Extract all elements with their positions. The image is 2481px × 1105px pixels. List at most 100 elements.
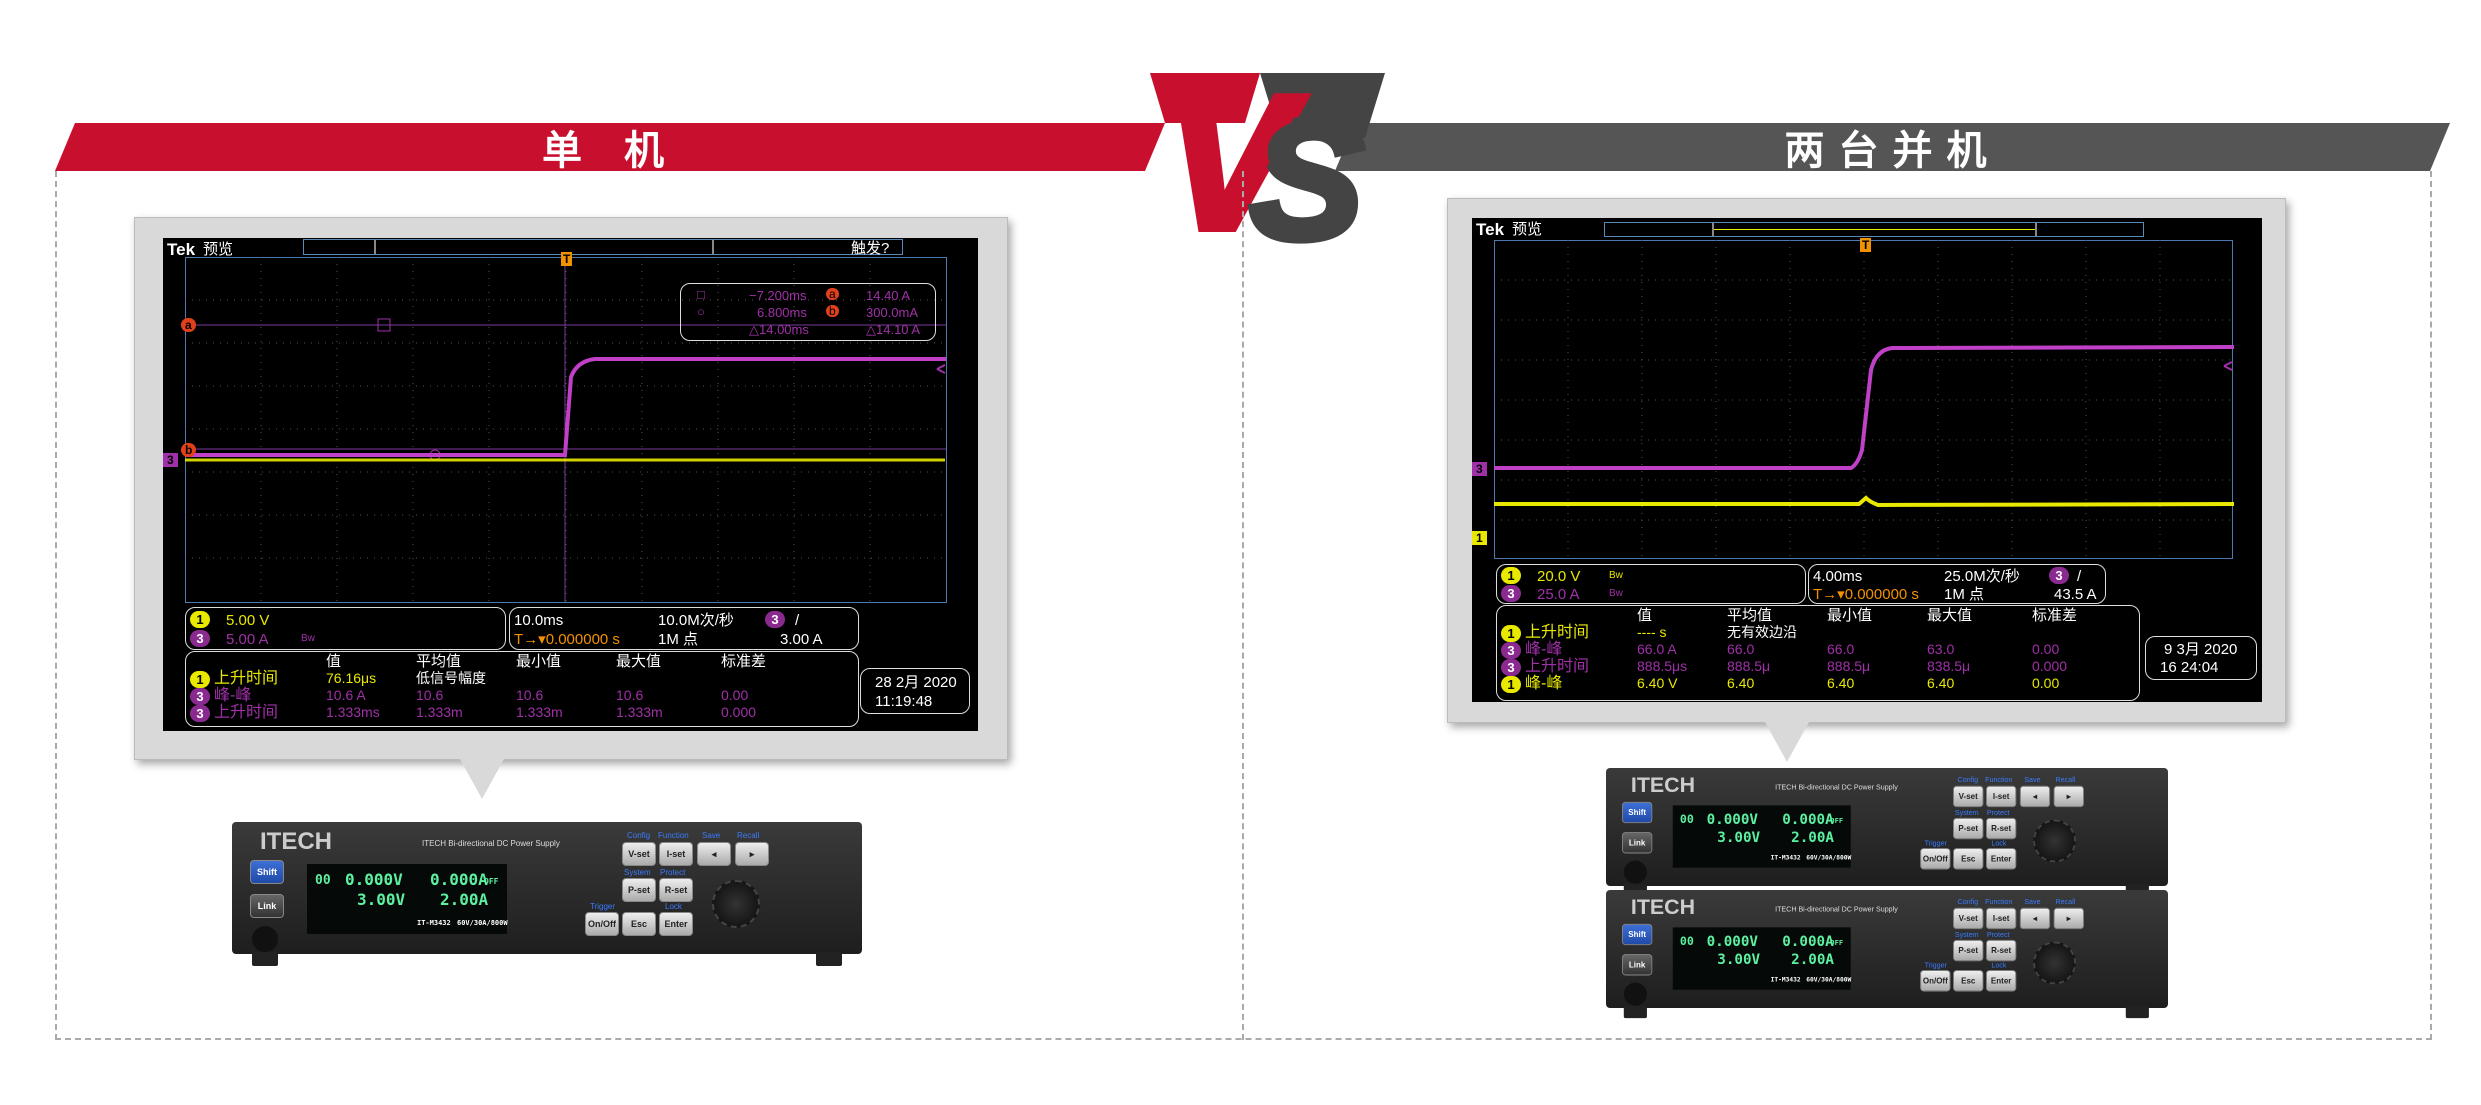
r-set-button[interactable]: R-set bbox=[1986, 939, 2017, 962]
ch3-ground-marker[interactable]: 3 bbox=[1472, 462, 1487, 476]
svg-text:V: V bbox=[1165, 57, 1305, 258]
sample-rate: 25.0M次/秒 bbox=[1944, 568, 2020, 585]
link-button[interactable]: Link bbox=[1622, 832, 1653, 854]
record-overview-bar bbox=[1604, 222, 2144, 237]
i-set-button[interactable]: I-set bbox=[659, 842, 693, 866]
channel-badge: 1 bbox=[1501, 625, 1521, 642]
channel-settings-box[interactable]: 1 20.0 V Bw 3 25.0 A Bw bbox=[1496, 564, 1806, 604]
esc-button[interactable]: Esc bbox=[1953, 848, 1984, 870]
shift-button[interactable]: Shift bbox=[250, 860, 284, 884]
trigger-slope: / bbox=[2077, 568, 2082, 585]
trigger-level: 3.00 A bbox=[780, 631, 823, 648]
meas-header: 平均值 bbox=[416, 653, 462, 670]
rotary-knob[interactable] bbox=[2033, 819, 2076, 863]
meas-value: 66.0 bbox=[1827, 641, 1855, 657]
esc-button[interactable]: Esc bbox=[1953, 970, 1984, 992]
left-arrow-button[interactable]: ◂ bbox=[697, 842, 731, 866]
on-off-button[interactable]: On/Off bbox=[1920, 970, 1951, 992]
date: 9 3月 2020 bbox=[2164, 641, 2238, 658]
rotary-knob[interactable] bbox=[712, 880, 760, 928]
timebase-box[interactable]: 4.00ms 25.0M次/秒 3 / T→▾0.000000 s 1M 点 4… bbox=[1808, 564, 2106, 604]
channel-badge: 1 bbox=[1501, 676, 1521, 693]
voltage-measured: 0.000V bbox=[345, 870, 403, 889]
link-button[interactable]: Link bbox=[250, 894, 284, 918]
r-set-button[interactable]: R-set bbox=[1986, 817, 2017, 840]
right-arrow-button[interactable]: ▸ bbox=[2053, 907, 2084, 930]
esc-button[interactable]: Esc bbox=[622, 912, 656, 936]
enter-button[interactable]: Enter bbox=[1986, 970, 2017, 992]
parallel-power-supply-bottom: ITECH ITECH Bi-directional DC Power Supp… bbox=[1606, 890, 2168, 1019]
ch1-ground-marker[interactable]: 1 bbox=[1472, 531, 1487, 545]
channel-badge: 3 bbox=[1501, 642, 1521, 659]
p-set-button[interactable]: P-set bbox=[1953, 939, 1984, 962]
scope-brand: Tek bbox=[167, 240, 196, 259]
meas-value: 6.40 bbox=[1727, 675, 1755, 691]
on-off-button[interactable]: On/Off bbox=[585, 912, 619, 936]
link-button[interactable]: Link bbox=[1622, 954, 1653, 976]
meas-value: 0.00 bbox=[2032, 641, 2060, 657]
meas-value: 0.000 bbox=[721, 704, 757, 720]
ch1-scale: 5.00 V bbox=[226, 612, 270, 629]
p-set-button[interactable]: P-set bbox=[1953, 817, 1984, 840]
ch3-ground-marker[interactable]: 3 bbox=[163, 453, 178, 467]
lcd-indicator: 00 bbox=[315, 873, 331, 888]
time-scale: 4.00ms bbox=[1813, 568, 1863, 585]
power-switch[interactable] bbox=[252, 926, 278, 952]
right-arrow-button[interactable]: ▸ bbox=[2053, 785, 2084, 808]
meas-name: 上升时间 bbox=[214, 670, 279, 687]
cursor-readout: □ ○ −7.200ms 6.800ms △14.00ms a b 14.40 … bbox=[680, 283, 936, 341]
on-off-button[interactable]: On/Off bbox=[1920, 848, 1951, 870]
meas-value: 66.0 bbox=[1727, 641, 1755, 657]
shift-button[interactable]: Shift bbox=[1622, 923, 1653, 946]
cursor-square-marker bbox=[377, 318, 391, 332]
current-setpoint: 2.00A bbox=[1791, 950, 1834, 968]
scope-brand: Tek bbox=[1476, 220, 1505, 239]
right-arrow-button[interactable]: ▸ bbox=[735, 842, 769, 866]
meas-value: 10.6 bbox=[516, 687, 544, 703]
meas-value: 888.5μs bbox=[1637, 658, 1688, 674]
power-switch[interactable] bbox=[1623, 982, 1647, 1006]
psu-title: ITECH Bi-directional DC Power Supply bbox=[1775, 783, 1898, 792]
psu-title: ITECH Bi-directional DC Power Supply bbox=[422, 839, 560, 848]
single-unit-title: 单 机 bbox=[542, 128, 678, 174]
trigger-position: 0.000000 s bbox=[1844, 586, 1919, 603]
v-set-button[interactable]: V-set bbox=[1953, 785, 1984, 808]
i-set-button[interactable]: I-set bbox=[1986, 785, 2017, 808]
enter-button[interactable]: Enter bbox=[1986, 848, 2017, 870]
meas-header: 平均值 bbox=[1727, 607, 1773, 624]
v-set-button[interactable]: V-set bbox=[1953, 907, 1984, 930]
r-set-button[interactable]: R-set bbox=[659, 878, 693, 902]
timebase-box[interactable]: 10.0ms 10.0M次/秒 3 / T→▾0.000000 s 1M 点 3… bbox=[509, 607, 859, 650]
ch3-bandwidth: Bw bbox=[1609, 588, 1623, 599]
left-arrow-button[interactable]: ◂ bbox=[2019, 907, 2051, 930]
model-rating: 60V/30A/800W bbox=[457, 919, 508, 927]
meas-value: 888.5μ bbox=[1727, 658, 1771, 674]
i-set-button[interactable]: I-set bbox=[1986, 907, 2017, 930]
shift-button[interactable]: Shift bbox=[1622, 801, 1653, 824]
cursor-t1: −7.200ms bbox=[749, 288, 807, 303]
p-set-button[interactable]: P-set bbox=[622, 878, 656, 902]
v-set-button[interactable]: V-set bbox=[622, 842, 656, 866]
date: 28 2月 2020 bbox=[875, 674, 957, 691]
left-scope-graticule bbox=[185, 257, 947, 603]
left-arrow-button[interactable]: ◂ bbox=[2019, 785, 2051, 808]
ch1-bandwidth: Bw bbox=[1609, 570, 1623, 581]
output-state: OFF bbox=[1830, 938, 1844, 947]
left-callout-pointer bbox=[460, 759, 504, 799]
sample-rate: 10.0M次/秒 bbox=[658, 612, 734, 629]
right-scope-monitor: Tek 预览 T 3 1 1 20.0 V Bw 3 25.0 A Bw 4.0 bbox=[1447, 198, 2286, 723]
rotary-knob[interactable] bbox=[2033, 941, 2076, 985]
channel-settings-box[interactable]: 1 5.00 V 3 5.00 A Bw bbox=[185, 607, 506, 650]
meas-value: 1.333ms bbox=[326, 704, 380, 720]
time-scale: 10.0ms bbox=[514, 612, 564, 629]
cursor-dv: △14.10 A bbox=[866, 322, 921, 337]
power-switch[interactable] bbox=[1623, 860, 1647, 884]
meas-value: 76.16μs bbox=[326, 670, 377, 686]
enter-button[interactable]: Enter bbox=[659, 912, 693, 936]
meas-header: 最大值 bbox=[1927, 607, 1973, 624]
single-power-supply: ITECH ITECH Bi-directional DC Power Supp… bbox=[232, 822, 862, 966]
psu-display: 00 0.000V 0.000A OFF 3.00V 2.00A IT-M343… bbox=[1672, 805, 1851, 868]
current-measured: 0.000A bbox=[1782, 932, 1834, 950]
meas-header: 值 bbox=[1637, 607, 1653, 624]
meas-value: 1.333m bbox=[516, 704, 563, 720]
